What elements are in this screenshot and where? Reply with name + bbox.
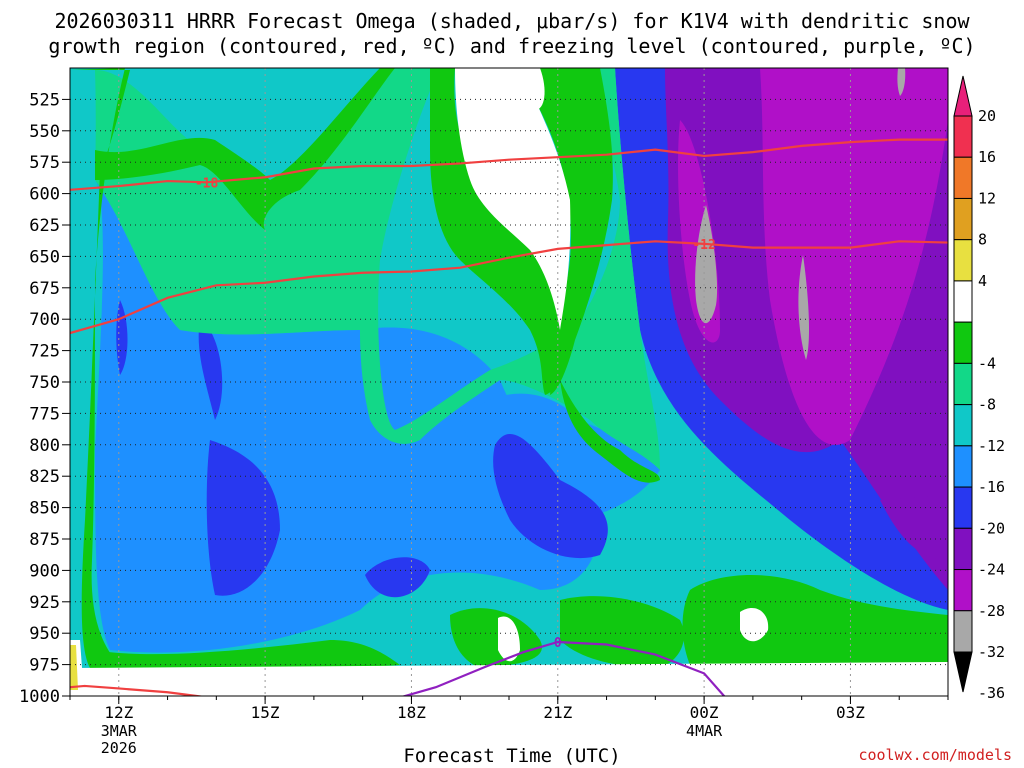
y-tick-label: 625 — [29, 216, 60, 236]
colorbar-label: -4 — [978, 354, 996, 372]
colorbar-under-triangle — [953, 651, 973, 693]
colorbar-bin — [953, 280, 973, 323]
colorbar-label: -36 — [978, 684, 1005, 702]
y-tick-label: 650 — [29, 247, 60, 267]
colorbar-label: 20 — [978, 107, 996, 125]
x-tick-label: 15Z — [251, 703, 280, 722]
colorbar-label: -28 — [978, 602, 1005, 620]
contour-line — [70, 684, 206, 696]
y-tick-label: 950 — [29, 624, 60, 644]
colorbar-label: -16 — [978, 478, 1005, 496]
colorbar-label: 8 — [978, 231, 987, 249]
colorbar-label: 12 — [978, 189, 996, 207]
y-tick-label: 700 — [29, 310, 60, 330]
chart-title-line-2: growth region (contoured, red, ºC) and f… — [48, 34, 976, 58]
colorbar-bin — [953, 115, 973, 158]
contour-line — [70, 138, 948, 191]
colorbar-label: -24 — [978, 561, 1005, 579]
contour-line — [70, 240, 948, 335]
colorbar-bin — [953, 197, 973, 241]
colorbar-bin — [953, 569, 973, 612]
y-tick-label: 825 — [29, 467, 60, 487]
colorbar-bin — [953, 156, 973, 199]
y-axis: 525 550 575 600 625 650 675 700 725 750 775 800 825 8… — [19, 90, 70, 707]
colorbar-label: 4 — [978, 272, 987, 290]
contour-lines — [70, 138, 948, 696]
y-tick-label: 900 — [29, 561, 60, 581]
y-tick-label: 575 — [29, 153, 60, 173]
contour-labels: -18 -12 0 — [195, 176, 716, 651]
colorbar-bin — [953, 239, 973, 282]
colorbar-bin — [953, 486, 973, 529]
omega-shading — [70, 68, 948, 696]
x-tick-label: 21Z — [543, 703, 572, 722]
x-tick-label: 18Z — [397, 703, 426, 722]
chart-title-line-1: 2026030311 HRRR Forecast Omega (shaded, … — [54, 9, 970, 33]
y-tick-label: 1000 — [19, 687, 60, 707]
y-tick-label: 525 — [29, 90, 60, 110]
y-tick-label: 975 — [29, 656, 60, 676]
grid-lines — [70, 68, 948, 697]
contour-label: 0 — [554, 636, 562, 651]
contour-line — [401, 640, 726, 696]
x-tick-label: 03Z — [836, 703, 865, 722]
x-tick-sublabel: 4MAR — [686, 722, 723, 740]
y-tick-label: 750 — [29, 373, 60, 393]
colorbar: 20 16 12 8 4 -4 -8 -12 -16 -20 -24 -28 -32 -36 — [953, 75, 1005, 702]
colorbar-bin — [953, 610, 973, 653]
colorbar-label: -12 — [978, 437, 1005, 455]
credit-link[interactable]: coolwx.com/models — [858, 746, 1012, 764]
colorbar-label: 16 — [978, 148, 996, 166]
y-tick-label: 925 — [29, 593, 60, 613]
x-tick-sublabel: 3MAR — [101, 722, 138, 740]
contour-label: -12 — [692, 238, 715, 253]
y-tick-label: 675 — [29, 279, 60, 299]
colorbar-label: -20 — [978, 519, 1005, 537]
colorbar-label: -32 — [978, 643, 1005, 661]
x-axis-label: Forecast Time (UTC) — [403, 745, 621, 767]
y-tick-label: 725 — [29, 342, 60, 362]
contour-label: -18 — [195, 176, 219, 191]
colorbar-bin — [953, 445, 973, 488]
colorbar-bin — [953, 321, 973, 364]
colorbar-label: -8 — [978, 396, 996, 414]
x-tick-label: 12Z — [104, 703, 133, 722]
x-tick-sublabel: 2026 — [101, 739, 137, 757]
colorbar-bin — [953, 527, 973, 571]
y-tick-label: 550 — [29, 122, 60, 142]
colorbar-over-triangle — [953, 75, 973, 117]
y-tick-label: 775 — [29, 404, 60, 424]
y-tick-label: 600 — [29, 185, 60, 205]
x-tick-label: 00Z — [690, 703, 719, 722]
y-tick-label: 800 — [29, 436, 60, 456]
colorbar-bin — [953, 362, 973, 406]
y-tick-label: 875 — [29, 530, 60, 550]
y-tick-label: 850 — [29, 499, 60, 519]
colorbar-bin — [953, 404, 973, 447]
